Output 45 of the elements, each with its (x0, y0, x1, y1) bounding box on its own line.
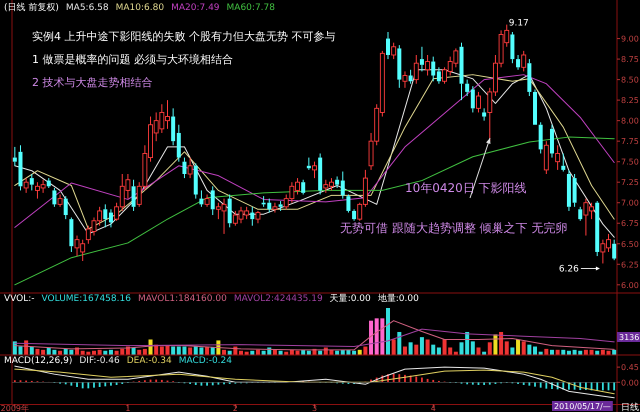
annotation: 6.26 (558, 264, 580, 274)
annotation: 实例4 上升中途下影阳线的失败 个股有力但大盘无势 不可参与 (32, 30, 336, 43)
series-label: DEA:-0.34 (126, 356, 172, 366)
y-tick-label: 7.00 (621, 198, 639, 208)
y-tick-label: 6.75 (621, 219, 639, 228)
annotation: 10年0420日 下影阳线 (405, 181, 527, 195)
series-label: MACD:-0.24 (178, 356, 232, 366)
y-tick-label: 8.75 (621, 55, 639, 64)
text: MA20:7.49 (171, 3, 220, 13)
text: 天量:0.00 (330, 293, 372, 304)
chart-title: MACD(12,26,9) (4, 356, 72, 366)
text: VOLUME:167458.16 (42, 294, 132, 304)
x-tick-label: 4 (430, 404, 436, 412)
y-tick-label: 6.50 (621, 240, 639, 249)
text: MA5:6.58 (66, 3, 109, 13)
x-tick-label: 2 (232, 404, 238, 412)
chart-title: (日线 前复权) (4, 2, 59, 13)
y-tick-label: 6.00 (621, 280, 639, 290)
text: VVOL:- (4, 294, 35, 304)
y-tick-label: 8.25 (621, 96, 639, 106)
y-tick-label: 9.00 (621, 34, 639, 44)
x-tick-label: 1 (125, 404, 130, 412)
annotation: 9.17 (508, 18, 529, 29)
text: 地量:0.00 (376, 293, 420, 304)
text: MA10:6.80 (116, 3, 164, 13)
x-tick-label: 3 (312, 404, 318, 412)
text: 3136 (619, 333, 640, 342)
annotation: 2010/05/17/— (554, 402, 611, 411)
y-tick-label: 7.25 (621, 178, 639, 188)
annotation: 2 技术与大盘走势相结合 (32, 76, 152, 89)
y-tick-label: 7.50 (621, 158, 639, 167)
y-tick-label: 8.00 (621, 116, 639, 126)
y-tick-label: 8.50 (621, 76, 639, 85)
annotation: 无势可借 跟随大趋势调整 倾巢之下 无完卵 (340, 221, 568, 235)
y-tick-label: 0.45 (621, 363, 639, 372)
y-tick-label: 0.00 (621, 378, 639, 388)
text: MAVOL1:184160.00 (138, 294, 228, 304)
text: 日线 (621, 402, 639, 412)
x-tick-label: 2009年 (0, 404, 30, 412)
y-tick-label: 7.75 (621, 137, 639, 146)
y-tick-label: 6.25 (621, 260, 639, 270)
text: MA60:7.78 (226, 3, 276, 13)
annotation: 1 做票是概率的问题 必须与大环境相结合 (32, 53, 233, 66)
series-label: DIF:-0.46 (79, 356, 120, 366)
text: MAVOL2:424435.19 (234, 294, 323, 304)
